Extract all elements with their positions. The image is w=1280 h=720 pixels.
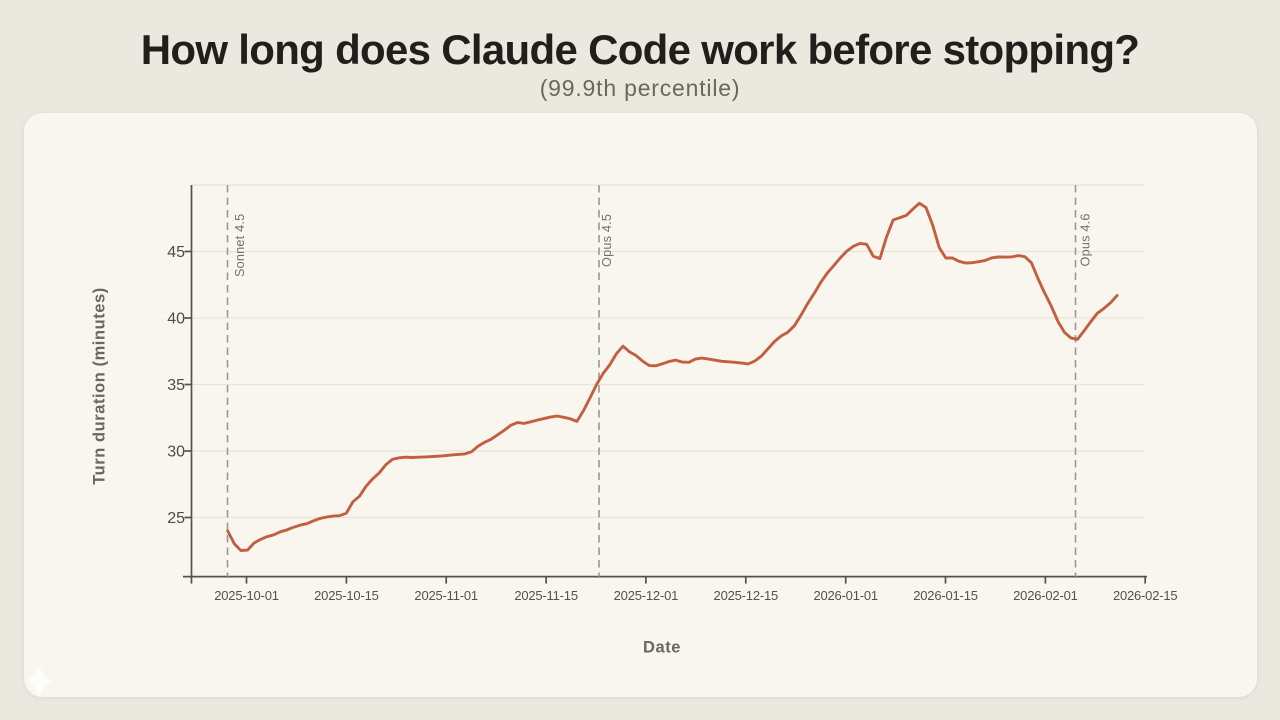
svg-text:40: 40: [167, 311, 185, 328]
svg-text:35: 35: [167, 377, 185, 394]
svg-text:2025-12-01: 2025-12-01: [614, 588, 679, 603]
svg-text:2026-01-15: 2026-01-15: [913, 588, 978, 603]
svg-text:Opus 4.6: Opus 4.6: [1079, 213, 1093, 266]
svg-text:2025-11-15: 2025-11-15: [514, 588, 578, 603]
svg-text:2025-11-01: 2025-11-01: [414, 588, 478, 603]
svg-text:25: 25: [167, 510, 185, 527]
svg-text:Date: Date: [643, 639, 681, 657]
svg-text:2025-10-15: 2025-10-15: [314, 588, 379, 603]
svg-text:2025-12-15: 2025-12-15: [714, 588, 779, 603]
svg-text:2025-10-01: 2025-10-01: [214, 588, 279, 603]
svg-text:2026-02-15: 2026-02-15: [1113, 588, 1178, 603]
svg-text:Opus 4.5: Opus 4.5: [600, 214, 614, 267]
svg-text:45: 45: [167, 244, 185, 261]
svg-text:Turn duration (minutes): Turn duration (minutes): [90, 287, 108, 485]
svg-text:Sonnet 4.5: Sonnet 4.5: [233, 214, 247, 277]
svg-text:2026-01-01: 2026-01-01: [813, 588, 878, 603]
svg-text:30: 30: [167, 444, 185, 461]
svg-text:2026-02-01: 2026-02-01: [1013, 588, 1078, 603]
